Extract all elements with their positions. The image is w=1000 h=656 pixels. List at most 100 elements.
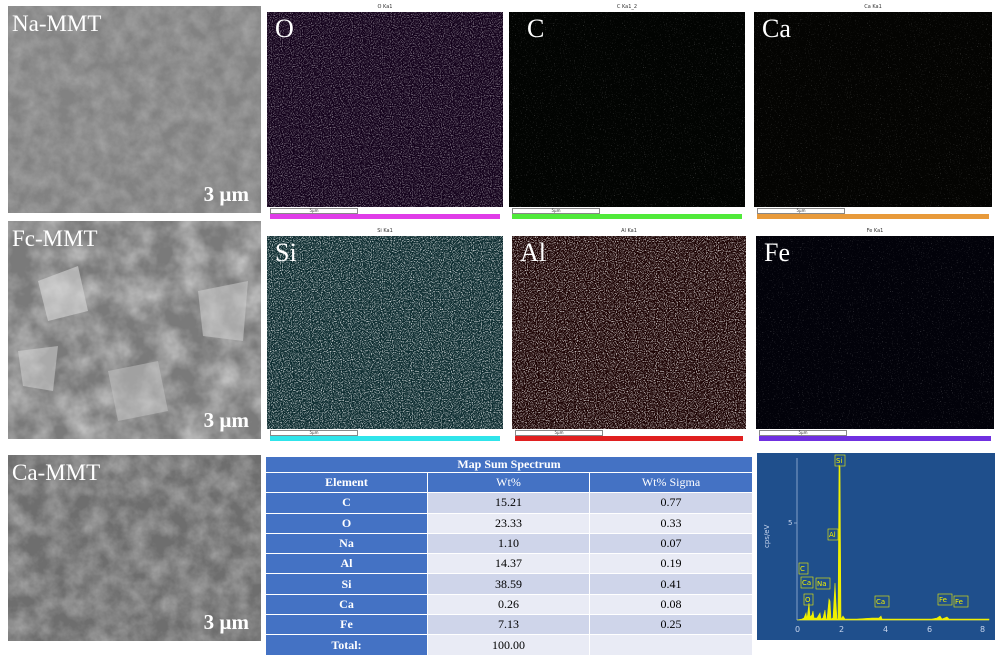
table-row: Na 1.10 0.07	[266, 533, 753, 553]
color-bar	[512, 214, 742, 219]
sigma-cell: 0.41	[590, 574, 753, 594]
peak-label: Ca	[876, 598, 885, 606]
sigma-cell: 0.08	[590, 594, 753, 614]
color-bar	[757, 214, 989, 219]
wt-cell: 0.26	[428, 594, 590, 614]
sem-texture	[8, 221, 261, 439]
x-tick-label: 2	[839, 625, 844, 634]
map-footer: 5µm	[512, 429, 746, 442]
wt-cell: 7.13	[428, 615, 590, 635]
wt-cell: 23.33	[428, 513, 590, 533]
map-image	[267, 236, 503, 429]
map-sum-spectrum-table: Map Sum Spectrum Element Wt% Wt% Sigma C…	[265, 456, 753, 656]
total-wt-cell: 100.00	[428, 635, 590, 655]
element-map-fe: Fe Ka1 Fe 5µm	[756, 226, 994, 442]
map-element-label: C	[527, 16, 544, 42]
element-map-o: O Ka1 O 5µm	[267, 2, 503, 220]
map-image	[267, 12, 503, 207]
element-cell: Fe	[266, 615, 428, 635]
element-map-al: Al Ka1 Al 5µm	[512, 226, 746, 442]
map-header: Al Ka1	[512, 226, 746, 236]
map-image	[756, 236, 994, 429]
map-element-label: Fe	[764, 240, 790, 266]
y-tick-label: 5	[788, 519, 792, 527]
scale-label: 3 µm	[204, 612, 249, 633]
edx-spectrum: 5 cps/eV 0 2 4 6 8 Si Al C Ca Na O Ca	[757, 453, 995, 640]
map-footer: 5µm	[267, 429, 503, 442]
map-footer: 5µm	[509, 207, 745, 220]
table-title: Map Sum Spectrum	[266, 457, 753, 473]
sem-image-fc-mmt: Fc-MMT 3 µm	[8, 221, 261, 439]
map-image	[509, 12, 745, 207]
peak-label: Si	[836, 457, 842, 465]
map-footer: 5µm	[267, 207, 503, 220]
sample-label: Na-MMT	[12, 12, 101, 35]
map-header: C Ka1_2	[509, 2, 745, 12]
x-tick-label: 6	[927, 625, 932, 634]
element-cell: Al	[266, 554, 428, 574]
color-bar	[515, 436, 743, 441]
scale-label: 3 µm	[204, 410, 249, 431]
sigma-cell: 0.77	[590, 493, 753, 513]
peak-label: Na	[817, 580, 827, 588]
wt-cell: 38.59	[428, 574, 590, 594]
map-image	[512, 236, 746, 429]
sigma-cell: 0.19	[590, 554, 753, 574]
x-tick-label: 4	[883, 625, 888, 634]
column-header-sigma: Wt% Sigma	[590, 473, 753, 493]
map-element-label: O	[275, 16, 294, 42]
wt-cell: 1.10	[428, 533, 590, 553]
total-label: Total:	[266, 635, 428, 655]
element-cell: O	[266, 513, 428, 533]
element-cell: Ca	[266, 594, 428, 614]
sem-image-ca-mmt: Ca-MMT 3 µm	[8, 455, 261, 641]
sigma-cell: 0.25	[590, 615, 753, 635]
table-row-total: Total: 100.00	[266, 635, 753, 655]
total-sigma-cell	[590, 635, 753, 655]
element-map-c: C Ka1_2 C 5µm	[509, 2, 745, 220]
map-header: Si Ka1	[267, 226, 503, 236]
y-axis-label: cps/eV	[763, 524, 771, 548]
element-map-ca: Ca Ka1 Ca 5µm	[754, 2, 992, 220]
map-header: Fe Ka1	[756, 226, 994, 236]
wt-cell: 15.21	[428, 493, 590, 513]
color-bar	[270, 214, 500, 219]
map-footer: 5µm	[756, 429, 994, 442]
map-header: Ca Ka1	[754, 2, 992, 12]
map-footer: 5µm	[754, 207, 992, 220]
table-row: C 15.21 0.77	[266, 493, 753, 513]
map-element-label: Al	[520, 240, 546, 266]
wt-cell: 14.37	[428, 554, 590, 574]
table-row: Al 14.37 0.19	[266, 554, 753, 574]
table-row: Ca 0.26 0.08	[266, 594, 753, 614]
peak-label: Fe	[939, 596, 947, 604]
x-tick-label: 0	[795, 625, 800, 634]
scale-label: 3 µm	[204, 184, 249, 205]
element-cell: Na	[266, 533, 428, 553]
element-cell: Si	[266, 574, 428, 594]
sigma-cell: 0.07	[590, 533, 753, 553]
column-header-element: Element	[266, 473, 428, 493]
peak-label: O	[805, 596, 811, 604]
table-row: O 23.33 0.33	[266, 513, 753, 533]
map-element-label: Si	[275, 240, 297, 266]
peak-label: C	[800, 565, 805, 573]
column-header-wt: Wt%	[428, 473, 590, 493]
color-bar	[759, 436, 991, 441]
sem-image-na-mmt: Na-MMT 3 µm	[8, 6, 261, 213]
table-row: Fe 7.13 0.25	[266, 615, 753, 635]
spectrum-plot: 5 cps/eV 0 2 4 6 8 Si Al C Ca Na O Ca	[757, 453, 995, 640]
color-bar	[270, 436, 500, 441]
x-tick-label: 8	[980, 625, 985, 634]
map-header: O Ka1	[267, 2, 503, 12]
element-cell: C	[266, 493, 428, 513]
map-element-label: Ca	[762, 16, 791, 42]
table-row: Si 38.59 0.41	[266, 574, 753, 594]
sample-label: Fc-MMT	[12, 227, 98, 250]
sample-label: Ca-MMT	[12, 461, 100, 484]
peak-label: Al	[829, 531, 836, 539]
spectrum-trace	[797, 465, 989, 620]
element-map-si: Si Ka1 Si 5µm	[267, 226, 503, 442]
sigma-cell: 0.33	[590, 513, 753, 533]
peak-label: Fe	[955, 598, 963, 606]
